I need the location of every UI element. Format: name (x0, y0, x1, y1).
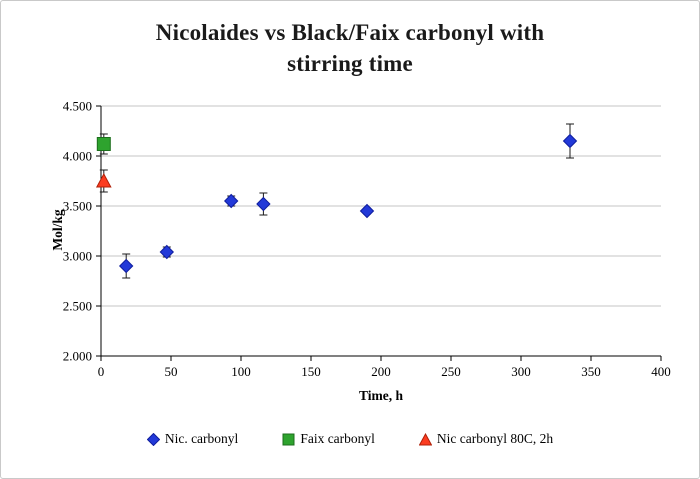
chart-title-line2: stirring time (287, 51, 413, 76)
x-tick-label: 300 (511, 364, 531, 379)
y-tick-label: 2.500 (63, 299, 92, 314)
legend-item-nic-carbonyl-80c: Nic carbonyl 80C, 2h (418, 431, 554, 447)
x-tick-label: 200 (371, 364, 391, 379)
y-tick-label: 4.000 (63, 149, 92, 164)
x-tick-label: 400 (651, 364, 671, 379)
data-point-marker (96, 137, 111, 151)
plot-area: 2.000 2.500 3.000 3.500 4.000 4.500 0 50 100 150 2… (63, 99, 671, 380)
legend-label-faix-carbonyl: Faix carbonyl (300, 431, 375, 446)
chart-title: Nicolaides vs Black/Faix carbonyl with s… (1, 17, 699, 79)
legend-item-nic-carbonyl: Nic. carbonyl (146, 431, 239, 447)
x-tick-label: 250 (441, 364, 461, 379)
legend-label-nic-carbonyl-80c: Nic carbonyl 80C, 2h (436, 431, 554, 446)
legend-label-nic-carbonyl: Nic. carbonyl (164, 431, 239, 446)
y-tick-label: 4.500 (63, 99, 92, 114)
y-tick-label: 2.000 (63, 349, 92, 364)
x-tick-label: 50 (165, 364, 178, 379)
data-point-marker (118, 258, 134, 274)
square-marker-icon (282, 433, 295, 445)
y-tick-label: 3.500 (63, 199, 92, 214)
chart-title-line1: Nicolaides vs Black/Faix carbonyl with (155, 20, 545, 45)
x-tick-label: 350 (581, 364, 601, 379)
data-point-marker (359, 203, 375, 219)
x-tick-label: 100 (231, 364, 251, 379)
x-tick-label: 150 (301, 364, 321, 379)
data-point-marker (562, 133, 578, 149)
data-point-marker (159, 244, 175, 260)
data-point-marker (256, 196, 271, 212)
data-point-marker (95, 172, 112, 188)
x-axis-title: Time, h (358, 388, 404, 403)
x-tick-label: 0 (98, 364, 105, 379)
legend-item-faix-carbonyl: Faix carbonyl (282, 431, 375, 447)
data-point-marker (223, 193, 239, 209)
diamond-marker-icon (146, 432, 160, 446)
triangle-marker-icon (418, 432, 432, 445)
y-tick-label: 3.000 (63, 249, 92, 264)
legend: Nic. carbonyl Faix carbonyl Nic carbonyl… (1, 431, 699, 447)
